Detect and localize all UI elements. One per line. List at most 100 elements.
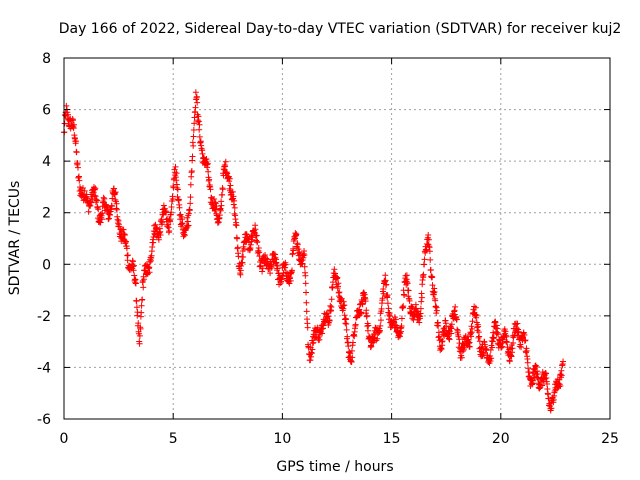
data-point xyxy=(425,236,432,243)
data-point xyxy=(140,284,147,291)
data-point xyxy=(187,200,194,207)
x-tick-label: 10 xyxy=(273,431,291,447)
gridlines xyxy=(64,58,610,419)
data-point xyxy=(130,262,137,269)
data-point xyxy=(112,189,119,196)
y-axis-label: SDTVAR / TECUs xyxy=(7,181,23,296)
data-point xyxy=(233,222,240,229)
data-point xyxy=(430,291,437,298)
data-point xyxy=(109,195,116,202)
data-point xyxy=(254,238,261,245)
data-point xyxy=(218,202,225,209)
data-point xyxy=(418,294,425,301)
data-point xyxy=(341,302,348,309)
data-point xyxy=(99,210,106,217)
data-point xyxy=(472,304,479,311)
data-point xyxy=(101,195,108,202)
chart-title: Day 166 of 2022, Sidereal Day-to-day VTE… xyxy=(59,21,622,37)
data-point xyxy=(560,358,567,365)
data-point xyxy=(92,193,99,200)
data-point xyxy=(425,231,432,238)
data-point xyxy=(406,297,413,304)
data-point xyxy=(70,121,77,128)
data-point xyxy=(435,322,442,329)
data-point xyxy=(518,344,525,351)
data-point xyxy=(91,192,98,199)
data-point xyxy=(448,321,455,328)
data-point xyxy=(113,200,120,207)
data-point xyxy=(398,315,405,322)
data-point xyxy=(462,333,469,340)
data-point xyxy=(352,321,359,328)
data-point xyxy=(190,127,197,134)
data-point xyxy=(438,346,445,353)
data-point xyxy=(327,302,334,309)
data-point xyxy=(334,274,341,281)
data-point xyxy=(495,331,502,338)
data-point xyxy=(453,316,460,323)
data-point xyxy=(386,313,393,320)
data-point xyxy=(557,383,564,390)
data-point xyxy=(135,320,142,327)
data-point xyxy=(132,280,139,287)
data-point xyxy=(219,191,226,198)
data-point xyxy=(301,263,308,270)
data-point xyxy=(231,204,238,211)
data-point xyxy=(307,357,314,364)
data-point xyxy=(417,305,424,312)
data-point xyxy=(93,197,100,204)
data-point xyxy=(358,309,365,316)
data-point xyxy=(219,186,226,193)
data-point xyxy=(429,273,436,280)
data-point xyxy=(292,235,299,242)
data-point xyxy=(431,289,438,296)
data-point xyxy=(374,335,381,342)
y-tick-label: 2 xyxy=(42,206,51,222)
data-point xyxy=(324,310,331,317)
data-point xyxy=(392,316,399,323)
data-point xyxy=(168,209,175,216)
data-point xyxy=(427,266,434,273)
data-point xyxy=(349,354,356,361)
data-point xyxy=(499,339,506,346)
data-point xyxy=(176,204,183,211)
data-point xyxy=(503,333,510,340)
data-point xyxy=(106,211,113,218)
data-point xyxy=(193,93,200,100)
data-point xyxy=(289,267,296,274)
data-point xyxy=(524,359,531,366)
data-point xyxy=(325,313,332,320)
data-point xyxy=(95,206,102,213)
data-point xyxy=(384,292,391,299)
y-tick-label: 4 xyxy=(42,154,51,170)
data-point xyxy=(422,249,429,256)
data-point xyxy=(510,340,517,347)
data-point xyxy=(517,341,524,348)
data-point xyxy=(124,252,131,259)
data-point xyxy=(534,368,541,375)
data-point xyxy=(303,289,310,296)
data-point xyxy=(302,272,309,279)
data-point xyxy=(452,303,459,310)
data-point xyxy=(216,212,223,219)
data-point xyxy=(515,328,522,335)
data-point xyxy=(377,322,384,329)
data-point xyxy=(189,153,196,160)
data-point xyxy=(226,175,233,182)
data-point xyxy=(136,332,143,339)
data-point xyxy=(241,245,248,252)
data-point xyxy=(187,194,194,201)
data-point xyxy=(364,327,371,334)
data-point xyxy=(506,358,513,365)
data-point xyxy=(208,194,215,201)
data-point xyxy=(529,380,536,387)
data-point xyxy=(468,323,475,330)
data-point xyxy=(166,227,173,234)
data-point xyxy=(551,387,558,394)
data-point xyxy=(196,133,203,140)
data-point xyxy=(381,278,388,285)
data-point xyxy=(133,304,140,311)
data-point xyxy=(492,319,499,326)
data-point xyxy=(335,280,342,287)
data-point xyxy=(207,186,214,193)
